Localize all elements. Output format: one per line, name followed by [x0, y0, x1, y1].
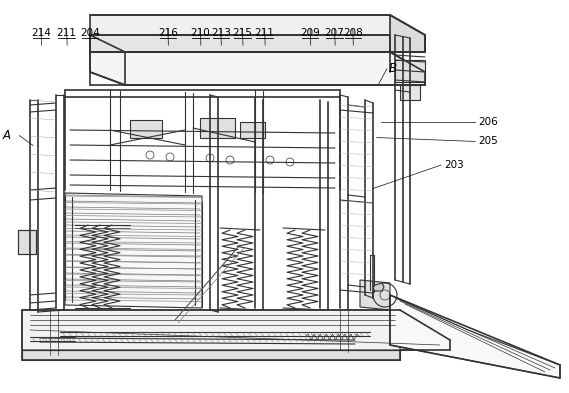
- Text: 206: 206: [478, 117, 498, 127]
- Polygon shape: [373, 283, 384, 291]
- Text: 208: 208: [343, 28, 362, 38]
- Text: B: B: [389, 62, 397, 75]
- Bar: [130, 120, 162, 138]
- Bar: [200, 118, 235, 138]
- Polygon shape: [400, 310, 450, 350]
- Text: A: A: [3, 129, 11, 142]
- Bar: [395, 60, 425, 82]
- Text: 211: 211: [255, 28, 274, 38]
- Bar: [240, 122, 265, 138]
- Polygon shape: [390, 295, 560, 378]
- Polygon shape: [90, 35, 390, 52]
- Polygon shape: [22, 350, 400, 360]
- Text: 205: 205: [478, 136, 498, 147]
- Polygon shape: [90, 52, 425, 85]
- Text: 210: 210: [191, 28, 210, 38]
- Polygon shape: [90, 15, 425, 52]
- Polygon shape: [65, 193, 202, 308]
- Text: 209: 209: [300, 28, 320, 38]
- Text: 215: 215: [233, 28, 252, 38]
- Text: 207: 207: [325, 28, 344, 38]
- Text: 214: 214: [31, 28, 51, 38]
- Text: 216: 216: [158, 28, 178, 38]
- Polygon shape: [360, 280, 390, 310]
- Text: 203: 203: [444, 160, 464, 170]
- Text: 204: 204: [80, 28, 100, 38]
- Text: 211: 211: [57, 28, 76, 38]
- Text: 213: 213: [211, 28, 230, 38]
- Polygon shape: [22, 310, 450, 350]
- Bar: [18, 230, 36, 254]
- Bar: [400, 85, 420, 100]
- Polygon shape: [390, 15, 425, 52]
